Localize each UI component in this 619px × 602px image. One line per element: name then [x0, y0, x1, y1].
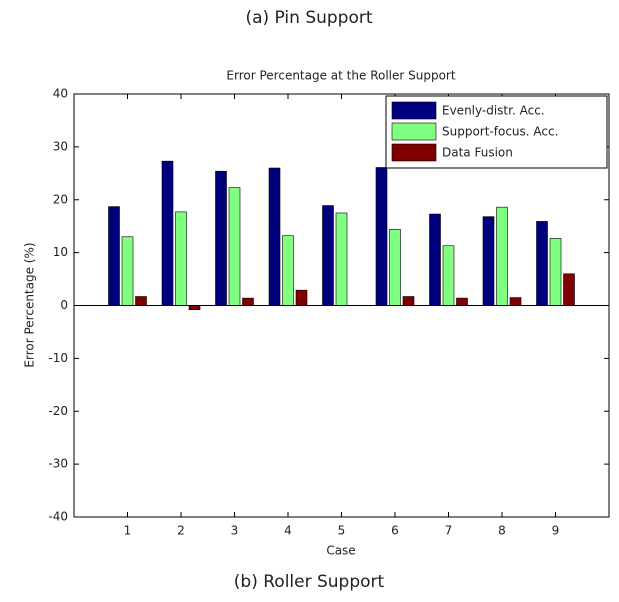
chart-title: Error Percentage at the Roller Support: [226, 69, 455, 83]
bar: [295, 289, 308, 306]
bar: [429, 213, 441, 306]
legend-label: Support-focus. Acc.: [442, 125, 558, 139]
caption-top: (a) Pin Support: [245, 8, 372, 28]
bar: [108, 206, 120, 306]
bar: [509, 297, 522, 306]
x-tick-label: 5: [338, 524, 346, 538]
y-axis-label: Error Percentage (%): [23, 242, 37, 367]
y-tick-label: 30: [53, 139, 68, 153]
bar: [389, 229, 401, 306]
bar: [268, 167, 281, 306]
legend-label: Data Fusion: [442, 146, 513, 160]
bar: [282, 235, 294, 306]
x-tick-label: 1: [124, 524, 132, 538]
bar: [335, 212, 348, 306]
bar: [375, 167, 388, 306]
bar: [135, 296, 147, 306]
x-tick-label: 2: [177, 524, 185, 538]
bar: [188, 305, 201, 311]
legend-swatch: [391, 101, 437, 120]
bar: [442, 245, 455, 306]
legend-label: Evenly-distr. Acc.: [442, 104, 545, 118]
x-axis-label: Case: [326, 544, 355, 558]
bar: [482, 216, 495, 306]
y-tick-label: -20: [48, 404, 68, 418]
bar: [322, 205, 334, 306]
x-tick-label: 8: [498, 524, 506, 538]
y-tick-label: -30: [48, 457, 68, 471]
legend-swatch: [391, 143, 437, 162]
bar: [563, 273, 575, 306]
y-tick-label: -10: [48, 351, 68, 365]
y-tick-label: 40: [53, 87, 68, 101]
x-tick-label: 4: [284, 524, 292, 538]
legend-swatch: [391, 122, 437, 141]
bar: [536, 221, 548, 306]
bar: [242, 297, 254, 306]
y-tick-label: 10: [53, 245, 68, 259]
bar: [549, 238, 562, 306]
bar: [496, 206, 508, 306]
x-tick-label: 7: [445, 524, 453, 538]
x-tick-label: 9: [552, 524, 560, 538]
bar: [215, 170, 227, 306]
bar: [121, 236, 134, 306]
bar: [402, 296, 415, 306]
y-tick-label: 0: [60, 298, 68, 312]
x-tick-label: 3: [231, 524, 239, 538]
y-tick-label: 20: [53, 192, 68, 206]
caption-bottom: (b) Roller Support: [234, 572, 385, 592]
bar: [161, 160, 174, 306]
bar: [228, 187, 241, 306]
bar: [456, 297, 468, 306]
x-tick-label: 6: [391, 524, 399, 538]
y-tick-label: -40: [48, 510, 68, 524]
bar: [175, 211, 187, 306]
